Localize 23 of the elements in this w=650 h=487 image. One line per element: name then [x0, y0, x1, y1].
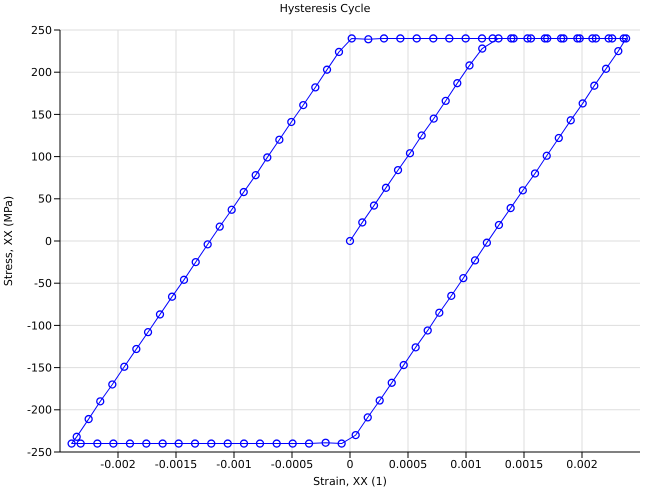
y-tick-label: 50	[38, 192, 52, 206]
x-tick-label: -0.002	[100, 458, 136, 471]
y-tick-label: -150	[27, 362, 52, 375]
x-tick-label: -0.0015	[154, 458, 198, 471]
x-tick-label: -0.0005	[270, 458, 314, 471]
y-tick-label: 0	[45, 234, 52, 248]
y-tick-label: 200	[31, 66, 52, 80]
y-tick-label: -50	[34, 277, 52, 290]
x-tick-label: 0.002	[566, 458, 598, 471]
x-axis-title: Strain, XX (1)	[313, 475, 387, 487]
x-tick-label: 0.0005	[388, 458, 428, 471]
x-tick-label: 0.0015	[504, 458, 544, 471]
x-tick-label: -0.001	[216, 458, 252, 471]
y-tick-label: 250	[31, 24, 52, 37]
x-tick-label: 0	[346, 458, 354, 471]
x-tick-label: 0.001	[450, 458, 482, 471]
y-tick-label: -200	[27, 404, 52, 417]
y-tick-label: -100	[27, 319, 52, 332]
y-tick-label: 100	[31, 150, 52, 164]
y-tick-label: 150	[31, 108, 52, 122]
chart-title: Hysteresis Cycle	[278, 2, 372, 15]
y-axis-title: Stress, XX (MPa)	[2, 196, 15, 286]
y-tick-label: -250	[27, 446, 52, 459]
